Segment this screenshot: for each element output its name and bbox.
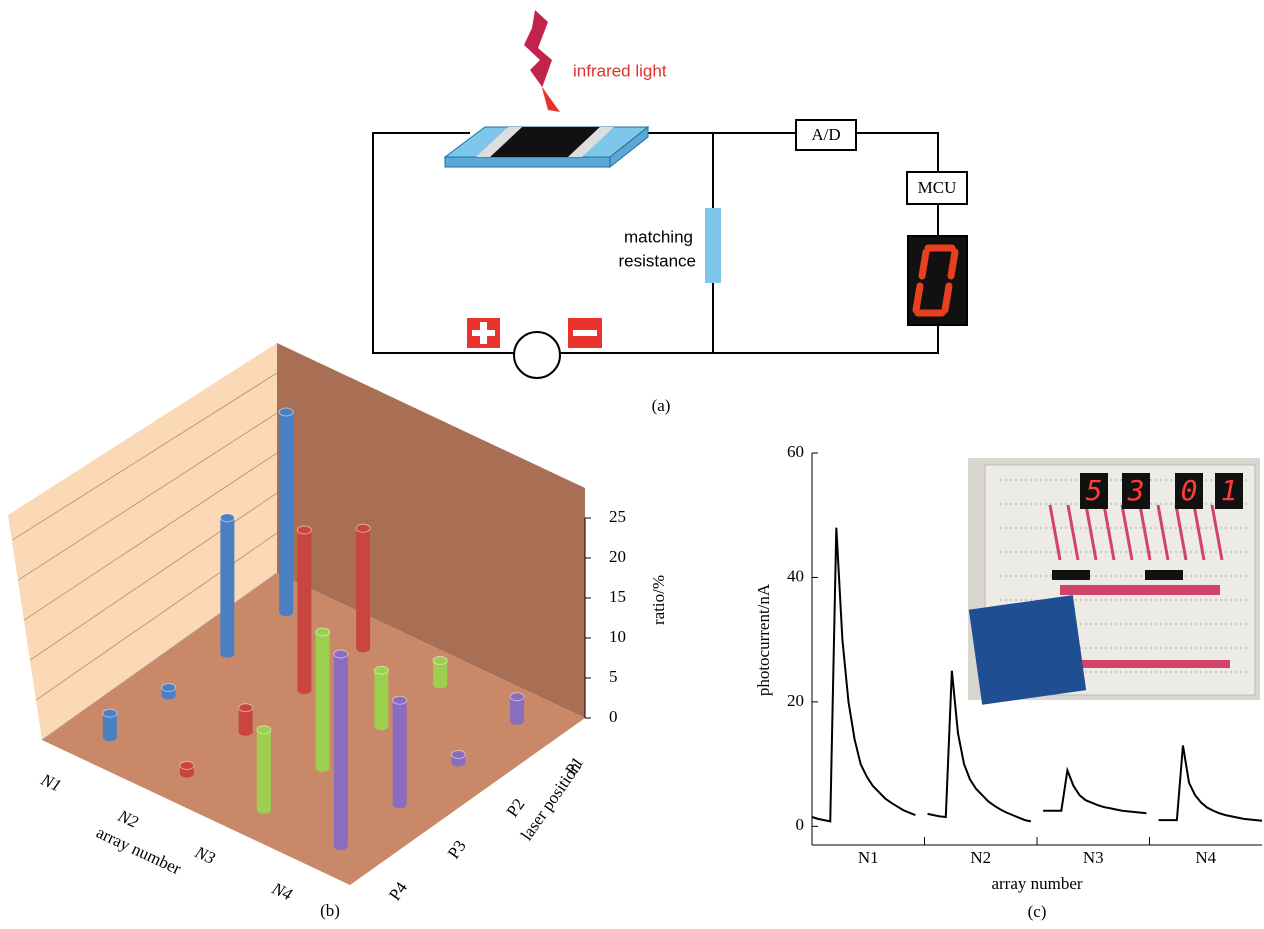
inset-chip	[1145, 570, 1183, 580]
bar	[334, 650, 348, 850]
bar-top	[433, 657, 447, 665]
x-tick-label: N1	[37, 769, 64, 795]
bar-top	[162, 684, 176, 692]
bar-body	[220, 518, 234, 658]
y-tick-label: P3	[444, 837, 470, 863]
inset-wire-bundle	[1060, 585, 1220, 595]
bar-top	[279, 408, 293, 416]
battery	[514, 332, 560, 378]
bar-top	[103, 709, 117, 717]
bar-top	[297, 526, 311, 534]
mcu-label: MCU	[918, 178, 957, 197]
bar-top	[239, 704, 253, 712]
plus-icon	[480, 322, 487, 344]
z-tick-label: 20	[609, 547, 626, 566]
inset-digit: 3	[1127, 474, 1145, 507]
light-label: infrared light	[573, 61, 667, 80]
bar	[297, 526, 311, 694]
x-axis-label: array number	[93, 823, 184, 879]
segment	[916, 286, 920, 310]
y-tick-label: 40	[787, 566, 804, 585]
inset-digit: 5	[1086, 474, 1103, 507]
bar	[239, 704, 253, 736]
inset-arduino	[969, 595, 1086, 705]
bar-body	[297, 530, 311, 694]
resistor-label: matching	[624, 227, 693, 246]
z-tick-label: 15	[609, 587, 626, 606]
y-axis-label: laser position	[517, 758, 585, 844]
x-axis-label: array number	[991, 874, 1082, 893]
bar-top	[220, 514, 234, 522]
bar-body	[356, 528, 370, 652]
minus-icon	[573, 330, 597, 336]
y-tick-label: 0	[796, 815, 805, 834]
bar	[220, 514, 234, 658]
bar-top	[316, 628, 330, 636]
segment	[922, 252, 926, 276]
bar-top	[510, 693, 524, 701]
bar-body	[279, 412, 293, 616]
x-tick-label: N3	[191, 842, 218, 868]
bar	[316, 628, 330, 772]
x-tick-label: N4	[268, 878, 295, 904]
bar-body	[374, 670, 388, 730]
bar-body	[257, 730, 271, 814]
z-tick-label: 5	[609, 667, 618, 686]
bar	[433, 657, 447, 689]
panel-label: (a)	[652, 396, 671, 415]
x-tick-label: N3	[1083, 848, 1104, 867]
resistor	[705, 208, 721, 283]
bar-body	[393, 700, 407, 808]
x-tick-label: N4	[1195, 848, 1216, 867]
inset-wire-bundle	[1080, 660, 1230, 668]
wire	[856, 133, 938, 172]
bar	[374, 666, 388, 730]
segment	[951, 252, 955, 276]
panel-label: (b)	[320, 901, 340, 920]
bar	[451, 751, 465, 767]
resistor-label: resistance	[619, 251, 696, 270]
bar	[103, 709, 117, 741]
bar	[257, 726, 271, 814]
segment	[945, 286, 949, 310]
y-axis-label: photocurrent/nA	[754, 583, 773, 696]
bar-top	[356, 524, 370, 532]
bar	[279, 408, 293, 616]
bar	[510, 693, 524, 725]
y-tick-label: 20	[787, 691, 804, 710]
bar-top	[374, 666, 388, 674]
bar	[180, 762, 194, 778]
y-tick-label: 60	[787, 442, 804, 461]
z-tick-label: 10	[609, 627, 626, 646]
x-tick-label: N2	[970, 848, 991, 867]
y-tick-label: P2	[503, 795, 529, 821]
figure: infrared light A/D MCU matching resistan…	[0, 0, 1264, 929]
bar	[393, 696, 407, 808]
bar	[162, 684, 176, 700]
z-tick-label: 0	[609, 707, 618, 726]
bar	[356, 524, 370, 652]
inset-chip	[1052, 570, 1090, 580]
bar-top	[257, 726, 271, 734]
bar-body	[316, 632, 330, 772]
x-tick-label: N2	[114, 806, 141, 832]
light-bolt	[524, 10, 560, 112]
z-axis-label: ratio/%	[649, 575, 668, 625]
sensor-side	[445, 157, 610, 167]
bar-top	[393, 696, 407, 704]
x-tick-label: N1	[858, 848, 879, 867]
ad-label: A/D	[811, 125, 840, 144]
inset-digit: 1	[1221, 474, 1238, 507]
bar-top	[451, 751, 465, 759]
bar-top	[180, 762, 194, 770]
bar-body	[334, 654, 348, 850]
inset-digit: 0	[1181, 474, 1198, 507]
z-tick-label: 25	[609, 507, 626, 526]
panel-label: (c)	[1028, 902, 1047, 921]
y-tick-label: P4	[385, 878, 411, 904]
bar-top	[334, 650, 348, 658]
